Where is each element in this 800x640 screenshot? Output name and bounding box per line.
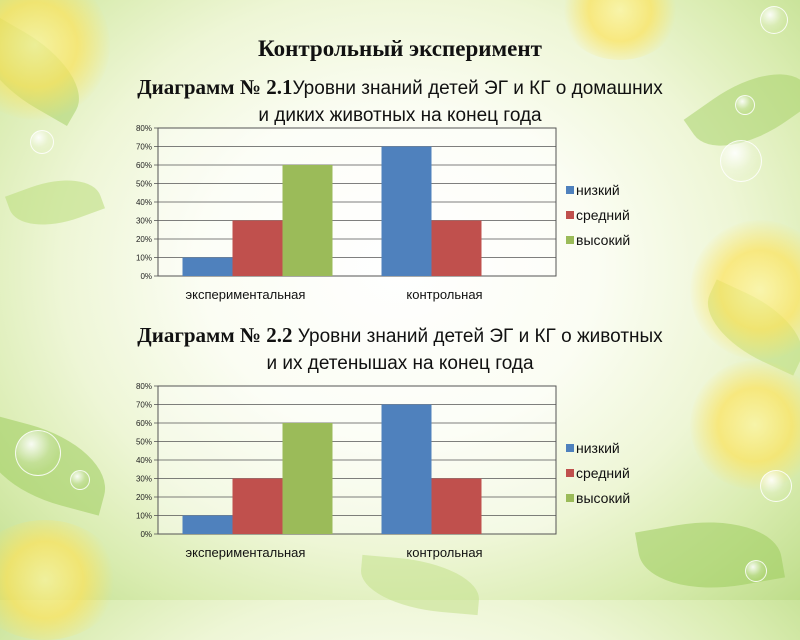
legend-entry: низкий: [576, 182, 620, 198]
bar-высокий-0: [282, 165, 333, 276]
bar-средний-0: [232, 220, 283, 276]
chart-2-heading-number: Диаграмм № 2.2: [137, 323, 293, 347]
y-tick-label: 50%: [136, 180, 152, 189]
bar-низкий-1: [381, 404, 432, 534]
legend-entry: низкий: [576, 440, 620, 456]
chart-1-heading-number: Диаграмм № 2.1: [137, 75, 293, 99]
bar-низкий-1: [381, 146, 432, 276]
bar-высокий-0: [282, 423, 333, 534]
flower-decoration: [690, 220, 800, 360]
flower-decoration: [690, 360, 800, 490]
y-tick-label: 20%: [136, 493, 152, 502]
bubble-decoration: [735, 95, 755, 115]
legend-swatch: [566, 469, 574, 477]
y-tick-label: 80%: [136, 382, 152, 391]
bar-chart-2: 0% 10% 20% 30% 40% 50% 60% 70% 80% эксперименталь…: [136, 382, 630, 560]
y-tick-label: 40%: [136, 456, 152, 465]
y-tick-label: 10%: [136, 512, 152, 521]
legend-swatch: [566, 444, 574, 452]
bubble-decoration: [760, 470, 792, 502]
y-tick-label: 70%: [136, 401, 152, 410]
chart-2-heading: Диаграмм № 2.2 Уровни знаний детей ЭГ и …: [0, 322, 800, 377]
y-tick-label: 30%: [136, 475, 152, 484]
y-tick-label: 0%: [140, 530, 152, 539]
bar-средний-1: [431, 220, 482, 276]
bubble-decoration: [745, 560, 767, 582]
y-tick-label: 40%: [136, 198, 152, 207]
chart-2-heading-line2: и их детенышах на конец года: [266, 353, 534, 374]
chart-1-heading-line2: и диких животных на конец года: [258, 105, 542, 126]
legend-entry: высокий: [576, 232, 630, 248]
y-tick-label: 60%: [136, 161, 152, 170]
bubble-decoration: [70, 470, 90, 490]
y-tick-label: 70%: [136, 143, 152, 152]
bar-низкий-0: [182, 515, 233, 534]
y-tick-label: 50%: [136, 438, 152, 447]
legend-swatch: [566, 186, 574, 194]
bar-средний-0: [232, 478, 283, 534]
bubble-decoration: [720, 140, 762, 182]
bar-низкий-0: [182, 257, 233, 276]
y-tick-label: 10%: [136, 254, 152, 263]
bubble-decoration: [760, 6, 788, 34]
x-category-label: экспериментальная: [186, 287, 306, 302]
bar-средний-1: [431, 478, 482, 534]
y-tick-label: 60%: [136, 419, 152, 428]
chart-1-heading-line1: Уровни знаний детей ЭГ и КГ о домашних: [292, 78, 663, 99]
legend-swatch: [566, 236, 574, 244]
legend-entry: средний: [576, 465, 630, 481]
x-category-label: контрольная: [406, 545, 482, 560]
page-title: Контрольный эксперимент: [258, 36, 542, 61]
legend-entry: высокий: [576, 490, 630, 506]
y-tick-label: 0%: [140, 272, 152, 281]
y-tick-label: 20%: [136, 235, 152, 244]
legend-swatch: [566, 494, 574, 502]
chart-2-heading-line1: Уровни знаний детей ЭГ и КГ о животных: [292, 326, 663, 347]
legend-entry: средний: [576, 207, 630, 223]
bubble-decoration: [30, 130, 54, 154]
x-category-label: контрольная: [406, 287, 482, 302]
y-tick-label: 80%: [136, 124, 152, 133]
y-tick-label: 30%: [136, 217, 152, 226]
bubble-decoration: [15, 430, 61, 476]
x-category-label: экспериментальная: [186, 545, 306, 560]
chart-1-heading: Диаграмм № 2.1Уровни знаний детей ЭГ и К…: [0, 74, 800, 129]
leaf-decoration: [358, 554, 482, 616]
legend-swatch: [566, 211, 574, 219]
bar-chart-1: 0% 10% 20% 30% 40% 50% 60% 70% 80% эксперименталь…: [136, 124, 630, 302]
